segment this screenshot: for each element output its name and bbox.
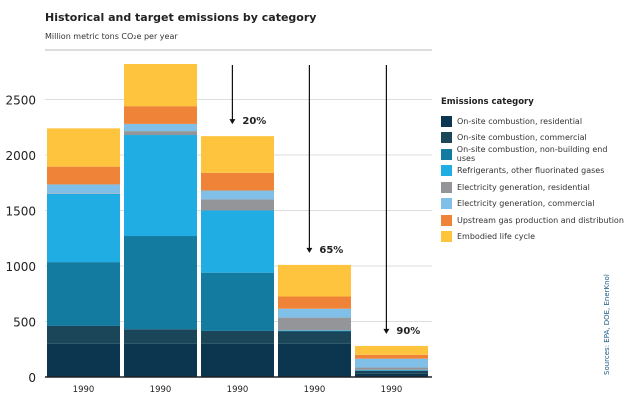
bar-segment — [201, 343, 274, 377]
bar-segment — [47, 193, 120, 194]
x-tick-label: 1990 — [381, 385, 403, 395]
legend-item: Refrigerants, other fluorinated gases — [441, 163, 625, 180]
y-tick-label: 2000 — [5, 149, 36, 163]
y-tick-label: 1000 — [5, 260, 36, 274]
bar-segment — [124, 343, 197, 377]
legend-title: Emissions category — [441, 97, 534, 107]
bar-segment — [47, 166, 120, 185]
bar-segment — [201, 330, 274, 344]
bar-segment — [278, 343, 351, 377]
arrow-head-icon — [383, 328, 390, 334]
bar-segment — [278, 330, 351, 331]
x-tick-label: 1990 — [304, 385, 326, 395]
bar-segment — [201, 190, 274, 200]
bar-segment — [124, 236, 197, 330]
x-tick-label: 1990 — [150, 385, 172, 395]
reduction-label: 65% — [319, 245, 343, 256]
legend-label: On-site combustion, commercial — [457, 133, 587, 143]
bar-segment — [355, 367, 428, 370]
bar-segment — [355, 370, 428, 374]
bar-segment — [124, 123, 197, 132]
bar-segment — [278, 330, 351, 332]
y-tick-label: 0 — [28, 371, 36, 385]
bar-segment — [355, 373, 428, 377]
bar-segment — [355, 354, 428, 359]
y-tick-label: 500 — [13, 316, 36, 330]
bar-segment — [47, 325, 120, 344]
bar-segment — [278, 264, 351, 297]
legend-label: Upstream gas production and distribution — [457, 215, 624, 225]
legend-item: Embodied life cycle — [441, 229, 625, 246]
legend-swatch — [441, 165, 452, 177]
bar-segment — [278, 317, 351, 331]
chart-title: Historical and target emissions by categ… — [45, 11, 317, 24]
bar-segment — [124, 63, 197, 107]
bar-segment — [355, 369, 428, 371]
legend: Emissions category On-site combustion, r… — [441, 97, 625, 245]
bar-segment — [201, 199, 274, 211]
legend-item: Electricity generation, residential — [441, 179, 625, 196]
legend-swatch — [441, 198, 452, 210]
arrow-head-icon — [306, 247, 313, 253]
bar-segment — [124, 135, 197, 237]
reduction-label: 20% — [242, 116, 266, 127]
legend-label: Electricity generation, commercial — [457, 199, 595, 209]
bar-segment — [47, 343, 120, 377]
reduction-label: 90% — [396, 326, 420, 337]
bar-segment — [355, 370, 428, 371]
bar-segment — [47, 262, 120, 326]
chart-subtitle: Million metric tons CO₂e per year — [45, 32, 178, 41]
bar-segment — [278, 331, 351, 344]
y-tick-label: 2500 — [5, 94, 36, 108]
legend-label: On-site combustion, non-building end use… — [456, 145, 608, 164]
bar-segment — [47, 193, 120, 263]
bar-segment — [124, 106, 197, 124]
bar-segment — [278, 308, 351, 318]
bar-segment — [355, 345, 428, 355]
legend-swatch — [441, 132, 452, 144]
legend-label: Embodied life cycle — [457, 232, 536, 242]
legend-swatch — [441, 214, 452, 226]
bar-segment — [124, 329, 197, 344]
bar-segment — [47, 184, 120, 194]
legend-item: On-site combustion, commercial — [441, 130, 625, 147]
legend-label: Electricity generation, residential — [457, 182, 590, 192]
legend-swatch — [441, 181, 452, 193]
bar-segment — [47, 128, 120, 167]
legend-item: On-site combustion, non-building end use… — [441, 145, 625, 164]
x-tick-label: 1990 — [227, 385, 249, 395]
arrow-head-icon — [229, 119, 236, 125]
legend-label: On-site combustion, residential — [457, 116, 583, 126]
bar-segment — [124, 131, 197, 136]
legend-label: Refrigerants, other fluorinated gases — [457, 166, 605, 176]
bar-segment — [201, 172, 274, 191]
legend-item: On-site combustion, residential — [441, 113, 625, 130]
legend-swatch — [441, 148, 452, 160]
source-note: Sources: EPA, DOE, EnerKnol — [603, 274, 611, 375]
bar-segment — [201, 272, 274, 331]
bar-segment — [201, 136, 274, 173]
x-tick-label: 1990 — [73, 385, 95, 395]
bar-segment — [201, 210, 274, 273]
legend-item: Upstream gas production and distribution — [441, 212, 625, 229]
legend-swatch — [441, 231, 452, 243]
legend-swatch — [441, 115, 452, 127]
bar-segment — [278, 296, 351, 309]
y-tick-label: 1500 — [5, 205, 36, 219]
bar-segment — [355, 358, 428, 368]
legend-item: Electricity generation, commercial — [441, 196, 625, 213]
